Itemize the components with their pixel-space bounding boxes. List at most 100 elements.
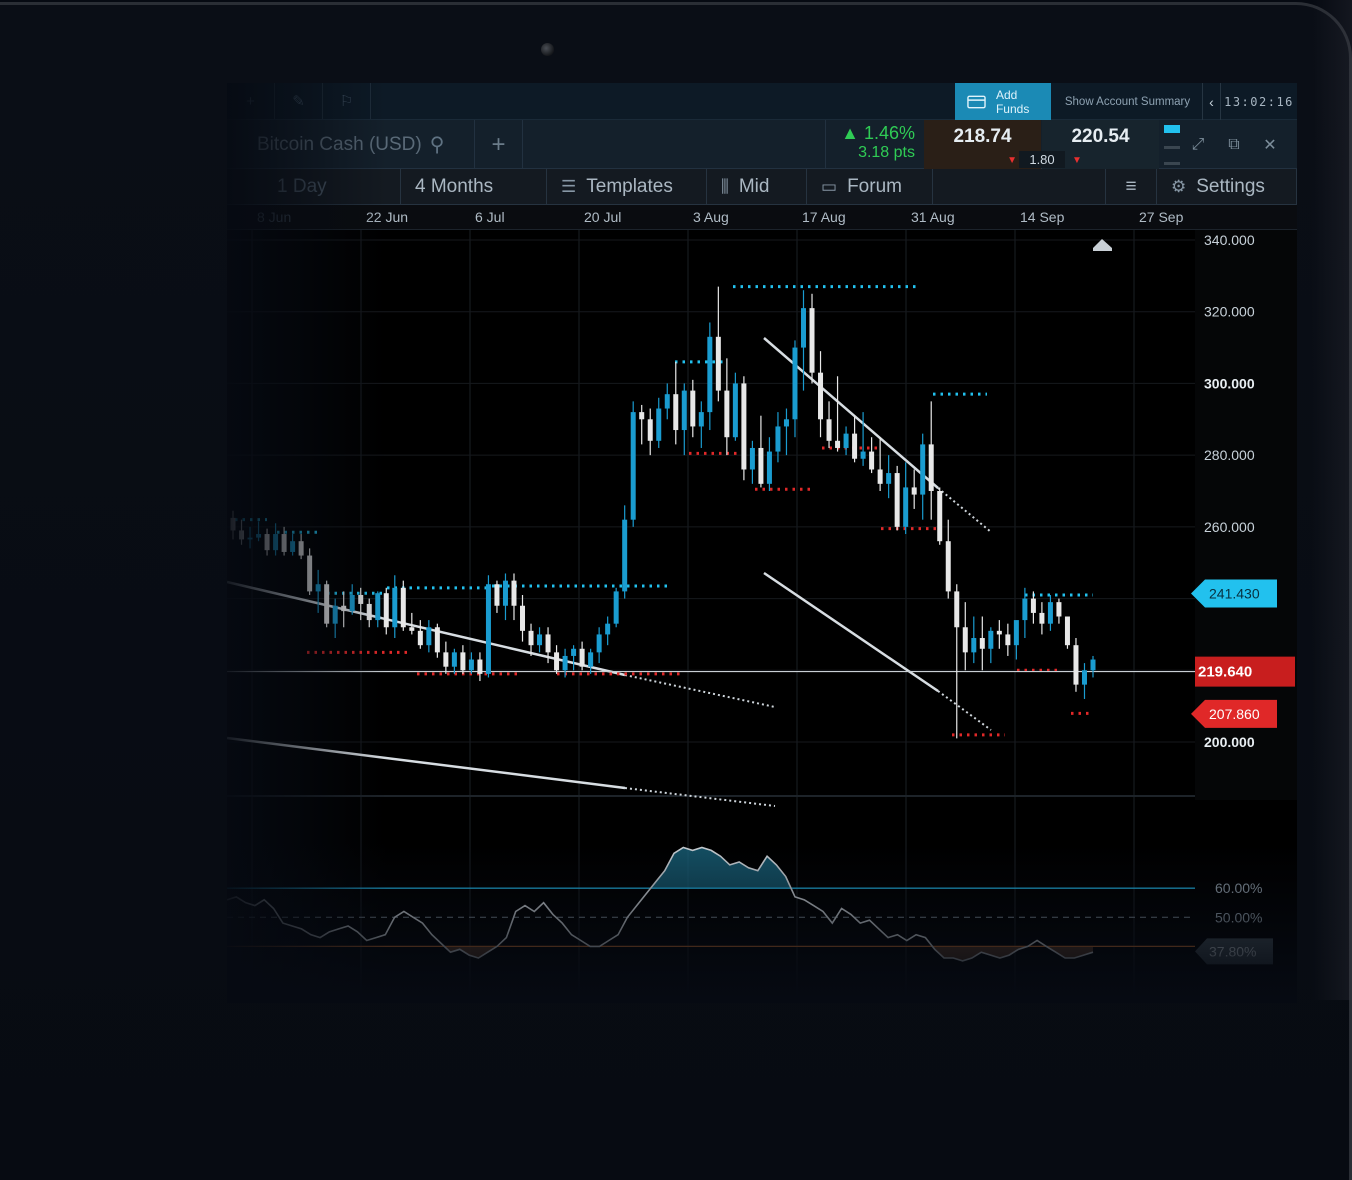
candle-body xyxy=(826,419,832,441)
oscillator-line xyxy=(227,846,1094,962)
show-account-summary-button[interactable]: Show Account Summary xyxy=(1053,83,1203,120)
candle-body xyxy=(307,555,313,592)
instrument-name: Bitcoin Cash (USD) xyxy=(257,133,422,155)
candle-body xyxy=(1047,602,1053,624)
interval-selector[interactable]: 1 Day xyxy=(263,168,401,205)
last-price-marker: 219.640 xyxy=(1195,656,1295,687)
candle-body xyxy=(605,623,611,635)
candle-body xyxy=(383,593,389,628)
card-icon xyxy=(967,95,986,108)
templates-button[interactable]: ☰ Templates xyxy=(547,168,707,205)
change-points: 3.18 pts xyxy=(858,144,915,161)
candle-body xyxy=(664,394,670,409)
candle-body xyxy=(792,347,798,420)
candle-body xyxy=(800,308,806,348)
oscillator-axis: 60.00% 50.00% 37.80% xyxy=(1195,880,1273,965)
candle-body xyxy=(877,469,883,484)
forum-button[interactable]: ▭ Forum xyxy=(807,168,933,205)
candle-body xyxy=(1064,616,1070,646)
candle-body xyxy=(971,638,977,653)
trendline xyxy=(763,571,939,693)
candle-body xyxy=(860,451,866,459)
candle-body xyxy=(1022,598,1028,621)
last-marker-label: 219.640 xyxy=(1198,664,1252,681)
candle-body xyxy=(988,630,994,649)
candle-body xyxy=(911,487,917,495)
chart-toolbar: 1 Day 4 Months ☰ Templates ⫼ Mid ▭ Forum… xyxy=(227,168,1297,205)
close-icon[interactable]: ✕ xyxy=(1263,136,1277,154)
candle-body xyxy=(281,534,287,552)
gear-icon: ⚙ xyxy=(1171,176,1187,196)
date-label: 31 Aug xyxy=(911,209,955,225)
candle-body xyxy=(400,587,406,628)
candle-body xyxy=(622,519,628,592)
down-arrow-icon: ▼ xyxy=(1007,155,1017,166)
candles xyxy=(230,286,1096,739)
candle-body xyxy=(468,659,474,671)
settings-label: Settings xyxy=(1196,175,1265,197)
buy-marker-shape xyxy=(1191,579,1277,608)
edit-icon[interactable]: ✎ xyxy=(275,83,323,119)
candle-body xyxy=(715,336,721,391)
sell-price-button[interactable]: 218.74 ▼ xyxy=(924,120,1041,169)
settings-button[interactable]: ⚙ Settings xyxy=(1157,168,1297,205)
candle-body xyxy=(1056,602,1062,617)
candle-body xyxy=(349,594,355,612)
range-selector[interactable]: 4 Months xyxy=(401,168,547,205)
candle-body xyxy=(843,433,849,448)
candle-body xyxy=(724,390,730,438)
candle-body xyxy=(494,584,500,606)
candle-body xyxy=(1030,598,1036,613)
window-controls: ⤢ ⧉ ✕ xyxy=(1159,120,1297,169)
plus-icon[interactable]: + xyxy=(227,83,275,119)
sell-marker-shape xyxy=(1191,699,1277,728)
spread-value: 1.80 xyxy=(1019,151,1065,168)
alert-icon[interactable]: ⚐ xyxy=(323,83,371,119)
candle-body xyxy=(273,534,279,551)
webcam xyxy=(541,43,554,56)
candle-body xyxy=(894,473,900,527)
list-icon[interactable]: ≡ xyxy=(1105,168,1157,205)
scroll-handle-icon[interactable] xyxy=(1093,239,1112,251)
price-tick: 340.000 xyxy=(1204,232,1255,248)
price-chart[interactable]: 340.000 320.000 300.000 280.000 260.000 … xyxy=(227,230,1297,1003)
candle-body xyxy=(324,584,330,624)
candle-body xyxy=(835,440,841,448)
price-tick: 200.000 xyxy=(1204,734,1255,750)
candle-body xyxy=(230,517,236,531)
instrument-search[interactable]: Bitcoin Cash (USD) ⚲ xyxy=(227,120,475,169)
date-label: 27 Sep xyxy=(1139,209,1184,225)
oscillator-panel xyxy=(227,846,1195,962)
candle-body xyxy=(818,372,824,420)
candle-body xyxy=(928,444,934,491)
add-chart-button[interactable]: + xyxy=(475,120,523,169)
search-icon[interactable]: ⚲ xyxy=(429,134,445,156)
candle-body xyxy=(460,652,466,671)
candle-body xyxy=(375,593,381,621)
trendline-extension xyxy=(937,487,992,533)
oversold-fill xyxy=(227,946,1093,961)
popout-icon[interactable]: ⧉ xyxy=(1228,135,1240,153)
candle-body xyxy=(588,652,594,667)
maximize-icon[interactable]: ⤢ xyxy=(1191,135,1205,153)
add-funds-button[interactable]: Add Funds xyxy=(955,83,1051,120)
buy-price-button[interactable]: 220.54 ▼ xyxy=(1042,120,1159,169)
instrument-header: Bitcoin Cash (USD) ⚲ + ▲ 1.46% 3.18 pts … xyxy=(227,120,1297,169)
sliders-icon: ☰ xyxy=(561,176,577,196)
date-label: 8 Jun xyxy=(257,209,292,225)
collapse-chevron-icon[interactable]: ‹ xyxy=(1203,83,1221,120)
price-tick: 260.000 xyxy=(1204,519,1255,535)
oscillator-tick: 60.00% xyxy=(1215,880,1262,896)
candle-body xyxy=(264,534,270,551)
candle-body xyxy=(937,491,943,542)
candle-body xyxy=(979,638,985,649)
candle-body xyxy=(783,419,789,427)
oscillator-tick: 50.00% xyxy=(1215,909,1262,925)
candle-body xyxy=(954,591,960,628)
candle-body xyxy=(945,541,951,592)
price-type-button[interactable]: ⫼ Mid xyxy=(707,168,807,205)
candle-body xyxy=(315,584,321,592)
link-color-icon[interactable] xyxy=(1164,124,1180,165)
candle-body xyxy=(630,412,636,520)
candle-body xyxy=(1081,670,1087,685)
